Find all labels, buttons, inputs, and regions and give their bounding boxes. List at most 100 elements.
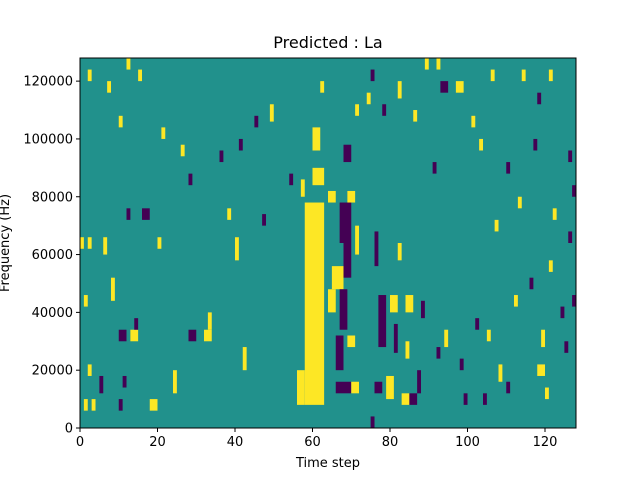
heatmap-cell (347, 190, 356, 203)
heatmap-cell (254, 115, 259, 128)
heatmap-cell (219, 150, 224, 163)
heatmap-cell (107, 81, 112, 93)
heatmap-cell (436, 58, 441, 70)
heatmap-cell (188, 173, 193, 186)
y-tick-label: 40000 (32, 306, 73, 321)
heatmap-cell (401, 393, 410, 405)
heatmap-cell (486, 329, 491, 342)
x-tick-label: 20 (149, 435, 166, 450)
heatmap-cell (529, 277, 534, 290)
heatmap-cell (87, 237, 92, 249)
heatmap-cell (521, 69, 526, 82)
heatmap-cell (269, 104, 274, 122)
heatmap-cell (235, 237, 239, 261)
y-tick-label: 100000 (23, 132, 73, 147)
heatmap-cell (335, 335, 344, 371)
heatmap-cell (440, 81, 449, 93)
plot-area (79, 57, 577, 429)
heatmap-cell (572, 185, 577, 197)
heatmap-cell (378, 295, 387, 348)
heatmap-cell (506, 162, 511, 174)
heatmap-cell (455, 81, 464, 93)
y-tick-label: 0 (65, 422, 73, 437)
y-tick-label: 60000 (32, 248, 73, 263)
heatmap-background (80, 58, 576, 428)
heatmap-cell (390, 295, 398, 313)
y-tick-label: 20000 (32, 364, 73, 379)
heatmap-cell (545, 387, 549, 400)
heatmap-cell (444, 329, 449, 348)
heatmap-cell (118, 399, 123, 411)
chart-title: Predicted : La (273, 33, 382, 52)
heatmap-cell (111, 277, 115, 301)
heatmap-cell (355, 104, 360, 116)
x-axis-ticks: 0 20 40 60 80 100 120 (76, 428, 558, 450)
heatmap-cell (514, 295, 518, 307)
heatmap-cell (262, 214, 267, 226)
y-tick-label: 80000 (32, 190, 73, 205)
heatmap-cell (99, 375, 104, 394)
heatmap-cell (304, 202, 325, 405)
heatmap-cell (149, 399, 158, 411)
heatmap-cell (424, 58, 429, 70)
x-tick-label: 80 (382, 435, 399, 450)
heatmap-cell (227, 208, 232, 220)
heatmap-cell (494, 219, 499, 232)
heatmap-cell (374, 381, 383, 394)
heatmap-cell (436, 347, 441, 359)
heatmap-cell (207, 312, 212, 330)
heatmap-cell (409, 393, 418, 405)
heatmap-cell (405, 341, 410, 359)
heatmap-cell (80, 237, 84, 249)
heatmap-cell (173, 370, 177, 394)
heatmap-cell (126, 208, 131, 220)
heatmap-cell (471, 115, 476, 128)
heatmap-cell (130, 329, 139, 342)
heatmap-cell (83, 399, 88, 411)
heatmap-cell (548, 260, 553, 272)
x-tick-label: 120 (533, 435, 558, 450)
heatmap-cell (83, 295, 88, 307)
heatmap-cell (118, 329, 127, 342)
heatmap-cell (312, 127, 321, 151)
heatmap-cell (421, 300, 425, 319)
heatmap-cell (370, 69, 375, 82)
heatmap-cell (142, 208, 150, 220)
heatmap-cell (405, 295, 414, 313)
heatmap-cell (517, 196, 522, 209)
y-axis-label: Frequency (Hz) (0, 194, 13, 292)
heatmap-cell (432, 162, 437, 174)
axes-frame (79, 57, 577, 429)
heatmap-cell (552, 208, 557, 220)
heatmap-cell (560, 306, 565, 319)
heatmap-cell (122, 375, 127, 388)
heatmap-cell (564, 341, 569, 353)
heatmap-cell (397, 81, 402, 99)
heatmap-cell (188, 329, 197, 342)
x-tick-label: 0 (76, 435, 84, 450)
y-tick-label: 120000 (23, 75, 73, 90)
heatmap-cell (238, 138, 243, 151)
heatmap-cell (126, 58, 131, 70)
heatmap-cell (490, 69, 495, 82)
heatmap-cell (347, 335, 356, 348)
heatmap-cell (134, 318, 139, 330)
heatmap-cell (328, 289, 336, 313)
heatmap-cell (498, 364, 503, 382)
y-axis-ticks: 0 20000 40000 60000 80000 100000 120000 (23, 75, 80, 437)
heatmap-cell (87, 364, 92, 376)
heatmap-cell (537, 364, 545, 376)
heatmap-cell (382, 104, 387, 116)
x-tick-label: 100 (455, 435, 480, 450)
heatmap-cell (537, 92, 542, 105)
heatmap-cell (157, 237, 162, 249)
heatmap-cell (366, 92, 371, 105)
heatmap-cell (533, 138, 538, 151)
heatmap-cell (343, 243, 352, 278)
heatmap-cell (548, 69, 553, 82)
heatmap-cell (91, 399, 96, 411)
heatmap-cell (479, 138, 484, 151)
heatmap-cell (289, 173, 294, 186)
heatmap-cells (80, 58, 577, 428)
